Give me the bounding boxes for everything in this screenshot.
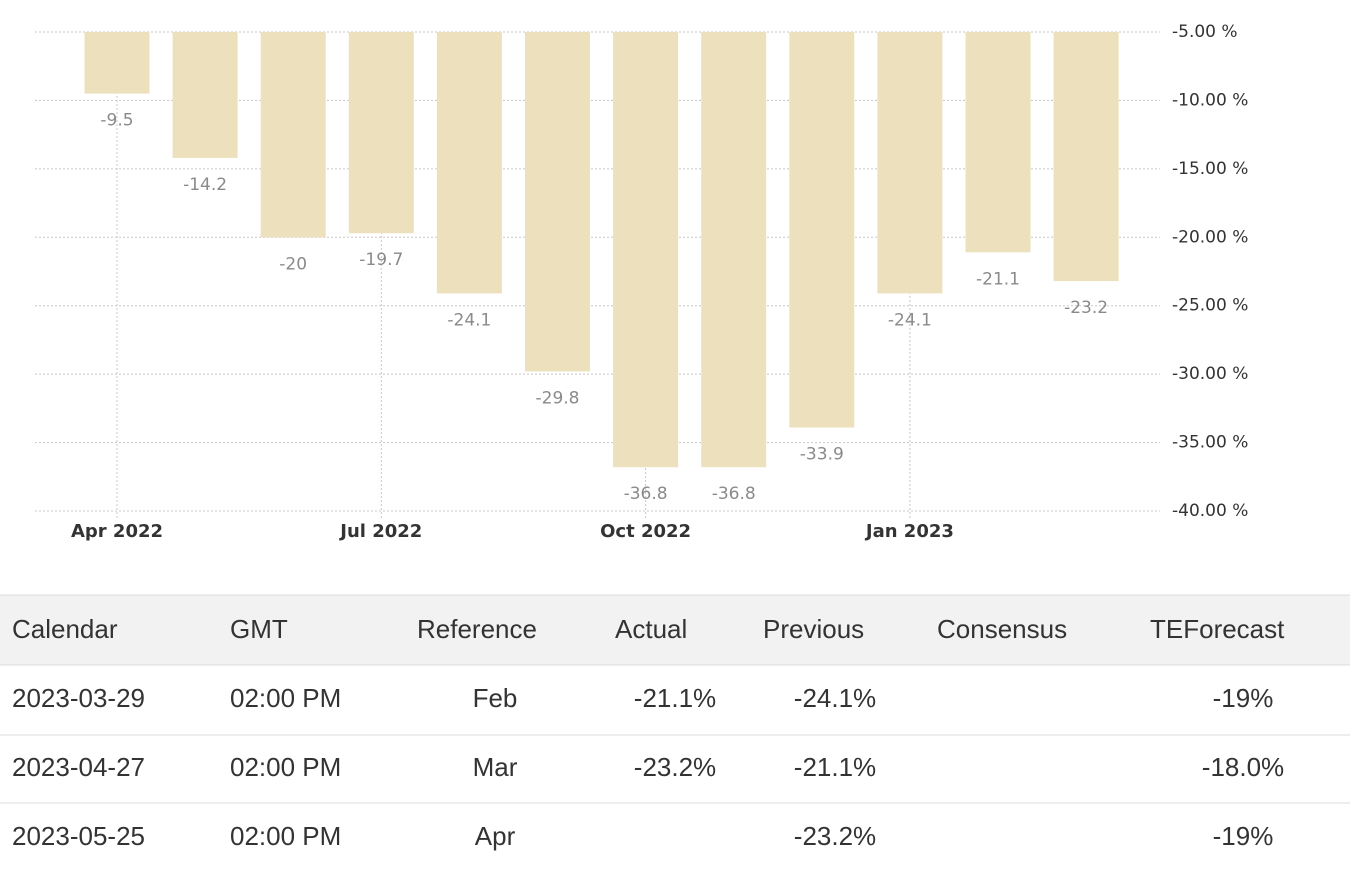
data-label: -33.9	[800, 445, 844, 465]
column-header: Previous	[763, 614, 864, 644]
column-header: Reference	[417, 614, 537, 644]
y-tick-label: -5.00 %	[1172, 22, 1238, 42]
table-cell: 02:00 PM	[230, 752, 341, 782]
bar	[260, 32, 326, 238]
table-cell: Mar	[473, 752, 518, 782]
data-label: -24.1	[447, 310, 491, 330]
table-cell: 2023-03-29	[12, 683, 145, 713]
bar	[877, 32, 943, 294]
y-tick-label: -15.00 %	[1172, 159, 1248, 179]
table-cell: -19%	[1213, 683, 1274, 713]
table-cell: -23.2%	[794, 821, 876, 851]
table-cell: -21.1%	[634, 683, 716, 713]
table-cell: -24.1%	[794, 683, 876, 713]
bar	[84, 32, 150, 94]
y-tick-label: -30.00 %	[1172, 364, 1248, 384]
column-header: GMT	[230, 614, 288, 644]
bar	[348, 32, 414, 234]
bar	[613, 32, 679, 468]
column-header: TEForecast	[1150, 614, 1285, 644]
table-cell: Feb	[473, 683, 518, 713]
data-label: -20	[279, 254, 307, 274]
y-tick-label: -35.00 %	[1172, 433, 1248, 453]
table-cell: -23.2%	[634, 752, 716, 782]
data-label: -24.1	[888, 310, 932, 330]
column-header: Consensus	[937, 614, 1067, 644]
table-header-bg	[0, 595, 1350, 665]
y-tick-label: -25.00 %	[1172, 296, 1248, 316]
data-label: -36.8	[624, 484, 668, 504]
table-cell: 02:00 PM	[230, 683, 341, 713]
bar	[172, 32, 238, 158]
y-tick-label: -40.00 %	[1172, 501, 1248, 521]
x-tick-label: Oct 2022	[600, 521, 691, 542]
data-label: -19.7	[359, 250, 403, 270]
bar	[701, 32, 767, 468]
x-tick-label: Jul 2022	[338, 521, 422, 542]
data-label: -21.1	[976, 269, 1020, 289]
table-cell: 2023-04-27	[12, 752, 145, 782]
table-cell: -19%	[1213, 821, 1274, 851]
x-tick-label: Apr 2022	[71, 521, 163, 542]
data-label: -36.8	[712, 484, 756, 504]
data-label: -14.2	[183, 175, 227, 195]
data-label: -23.2	[1064, 298, 1108, 318]
bar	[525, 32, 590, 372]
x-tick-label: Jan 2023	[864, 521, 954, 542]
y-tick-label: -10.00 %	[1172, 90, 1248, 110]
table-cell: -18.0%	[1202, 752, 1284, 782]
bar	[965, 32, 1031, 253]
table-cell: -21.1%	[794, 752, 876, 782]
y-tick-label: -20.00 %	[1172, 227, 1248, 247]
data-label: -29.8	[536, 388, 580, 408]
table-cell: 2023-05-25	[12, 821, 145, 851]
column-header: Actual	[615, 614, 687, 644]
bar	[436, 32, 502, 294]
table-cell: Apr	[475, 821, 516, 851]
data-label: -9.5	[100, 111, 133, 131]
bar	[1053, 32, 1119, 282]
bar	[789, 32, 855, 428]
column-header: Calendar	[12, 614, 118, 644]
table-cell: 02:00 PM	[230, 821, 341, 851]
